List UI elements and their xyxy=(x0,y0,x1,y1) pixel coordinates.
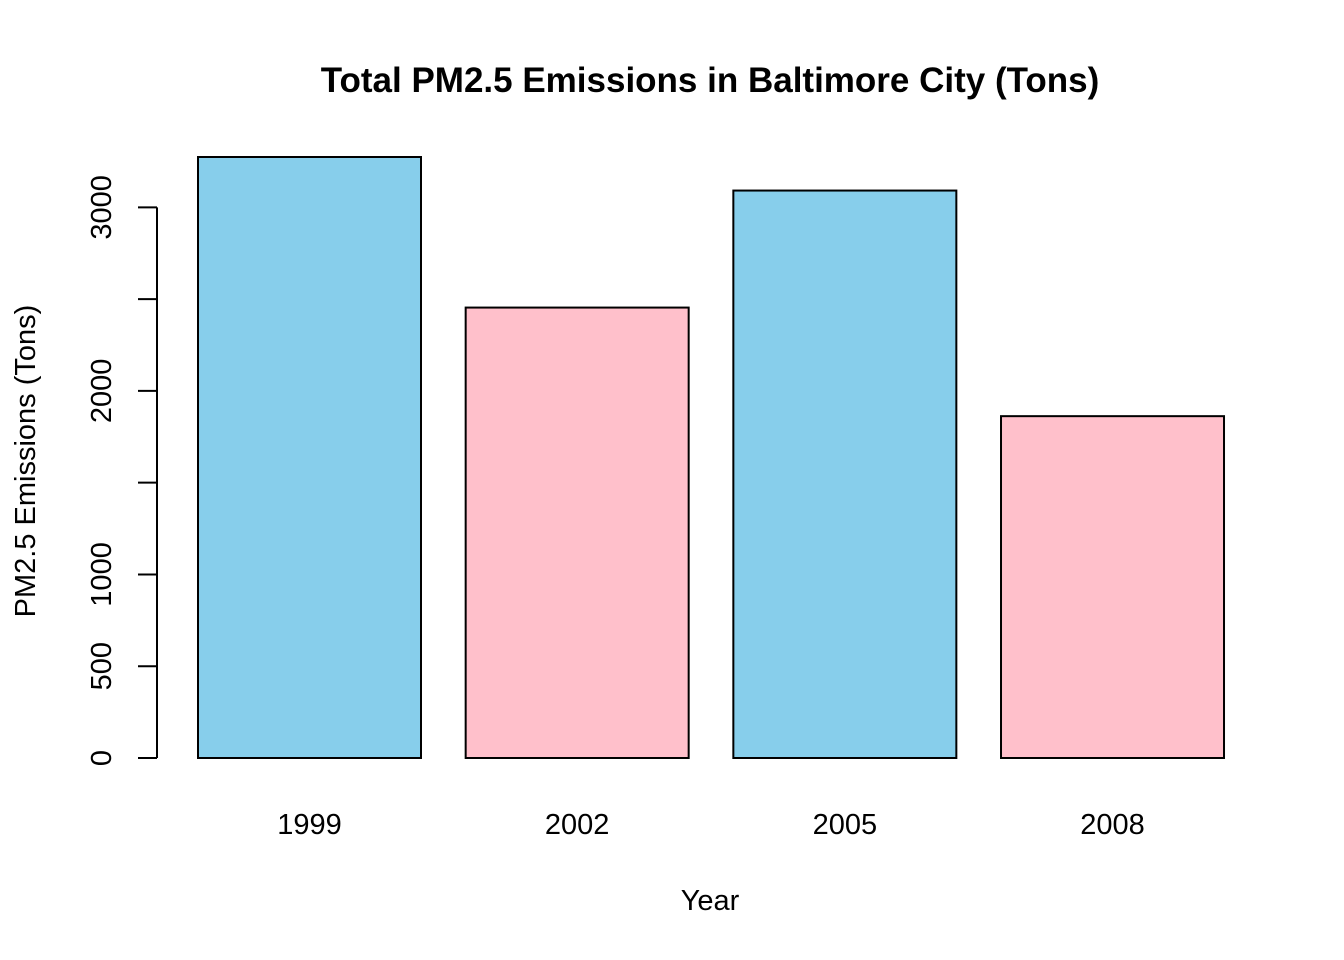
bars-group xyxy=(197,156,1226,760)
y-tick-label-3000: 3000 xyxy=(86,175,118,240)
bar-2008 xyxy=(1000,415,1226,759)
chart-title: Total PM2.5 Emissions in Baltimore City … xyxy=(321,61,1100,100)
x-axis-label: Year xyxy=(681,885,740,917)
bar-2005 xyxy=(732,189,958,760)
x-tick-label-2005: 2005 xyxy=(813,809,878,841)
x-tick-label-2008: 2008 xyxy=(1080,809,1145,841)
x-tick-label-1999: 1999 xyxy=(277,809,342,841)
y-tick-label-0: 0 xyxy=(86,750,118,766)
y-axis: 0 500 1000 2000 3000 xyxy=(86,175,158,766)
bar-1999 xyxy=(197,156,422,759)
y-axis-label: PM2.5 Emissions (Tons) xyxy=(10,305,42,618)
x-tick-label-2002: 2002 xyxy=(545,809,610,841)
y-tick-label-2000: 2000 xyxy=(86,359,118,424)
y-tick-label-500: 500 xyxy=(86,642,118,690)
y-tick-label-1000: 1000 xyxy=(86,542,118,607)
bar-2002 xyxy=(464,306,690,759)
x-tick-labels: 1999 2002 2005 2008 xyxy=(277,809,1145,841)
